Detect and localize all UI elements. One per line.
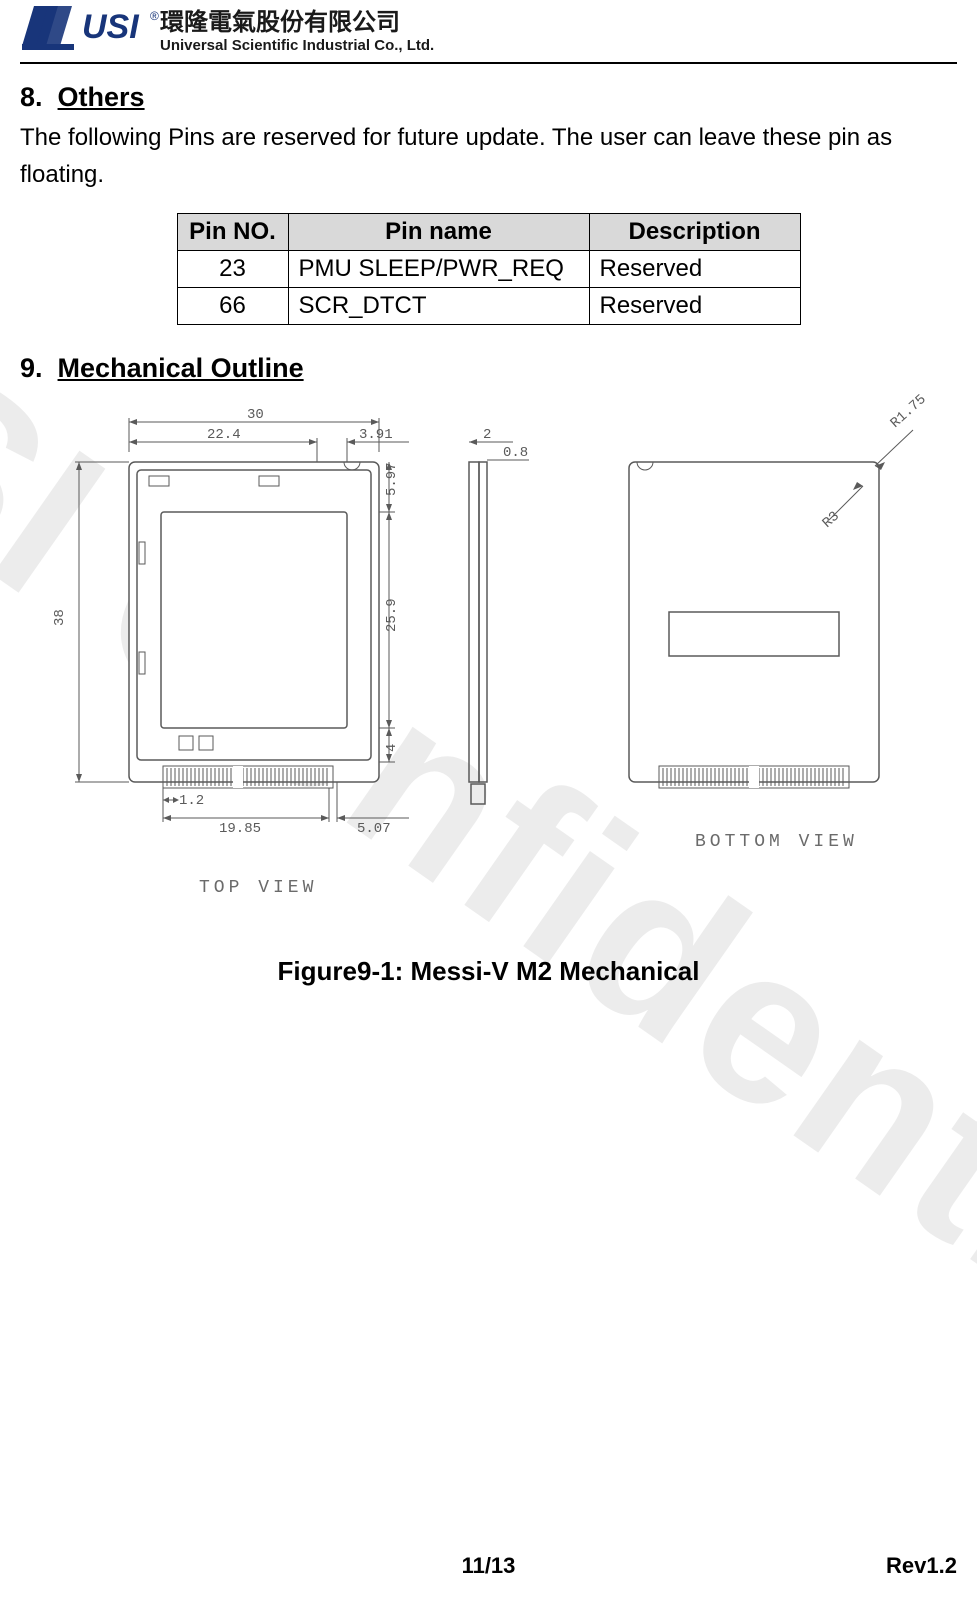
dim-right-offset: 3.91: [359, 427, 393, 443]
company-name-en: Universal Scientific Industrial Co., Ltd…: [160, 37, 434, 54]
table-row: 66 SCR_DTCT Reserved: [177, 288, 800, 325]
col-pin-name: Pin name: [288, 214, 589, 251]
dim-width-inner: 22.4: [207, 427, 241, 443]
dim-r-outer: R1.75: [887, 392, 929, 432]
cell-pin-no: 66: [177, 288, 288, 325]
pin-table: Pin NO. Pin name Description 23 PMU SLEE…: [177, 213, 801, 325]
dim-conn-pitch: 1.2: [179, 793, 204, 809]
dim-side-thickness: 2: [483, 427, 491, 443]
section-8-paragraph: The following Pins are reserved for futu…: [20, 119, 957, 193]
cell-description: Reserved: [589, 288, 800, 325]
dim-side-inner: 0.8: [503, 445, 528, 461]
section-8-number: 8.: [20, 82, 43, 113]
usi-logo: USI ® 環隆電氣股份有限公司 Universal Scientific In…: [20, 2, 440, 60]
table-row: 23 PMU SLEEP/PWR_REQ Reserved: [177, 251, 800, 288]
dim-height-total: 38: [52, 610, 68, 627]
table-header-row: Pin NO. Pin name Description: [177, 214, 800, 251]
section-8-heading: 8. Others: [20, 82, 957, 113]
cell-pin-no: 23: [177, 251, 288, 288]
cell-pin-name: PMU SLEEP/PWR_REQ: [288, 251, 589, 288]
dim-conn-width: 19.85: [219, 821, 261, 837]
mechanical-figure: 30 22.4 3.91 38: [39, 392, 939, 952]
section-9-number: 9.: [20, 353, 43, 384]
page-header: USI ® 環隆電氣股份有限公司 Universal Scientific In…: [20, 0, 957, 64]
dim-width-total: 30: [247, 407, 264, 423]
col-description: Description: [589, 214, 800, 251]
figure-caption: Figure9-1: Messi-V M2 Mechanical: [20, 956, 957, 987]
revision: Rev1.2: [645, 1553, 957, 1579]
col-pin-no: Pin NO.: [177, 214, 288, 251]
section-9-title: Mechanical Outline: [58, 353, 304, 383]
dim-h1: 5.97: [384, 463, 400, 497]
section-9-heading: 9. Mechanical Outline: [20, 353, 957, 384]
company-name-zh: 環隆電氣股份有限公司: [160, 8, 400, 36]
dim-bottom-offset: 5.07: [357, 821, 391, 837]
page-number: 11/13: [332, 1553, 644, 1579]
logo-text: USI: [82, 8, 140, 46]
dim-h3: 4: [384, 744, 400, 752]
section-8-title: Others: [58, 82, 145, 112]
page-footer: 11/13 Rev1.2: [20, 1553, 957, 1579]
cell-pin-name: SCR_DTCT: [288, 288, 589, 325]
header-divider: [20, 62, 957, 64]
cell-description: Reserved: [589, 251, 800, 288]
dim-h2: 25.9: [384, 599, 400, 633]
reg-mark: ®: [150, 9, 159, 23]
top-view-label: TOP VIEW: [199, 878, 317, 898]
bottom-view-label: BOTTOM VIEW: [695, 832, 858, 852]
